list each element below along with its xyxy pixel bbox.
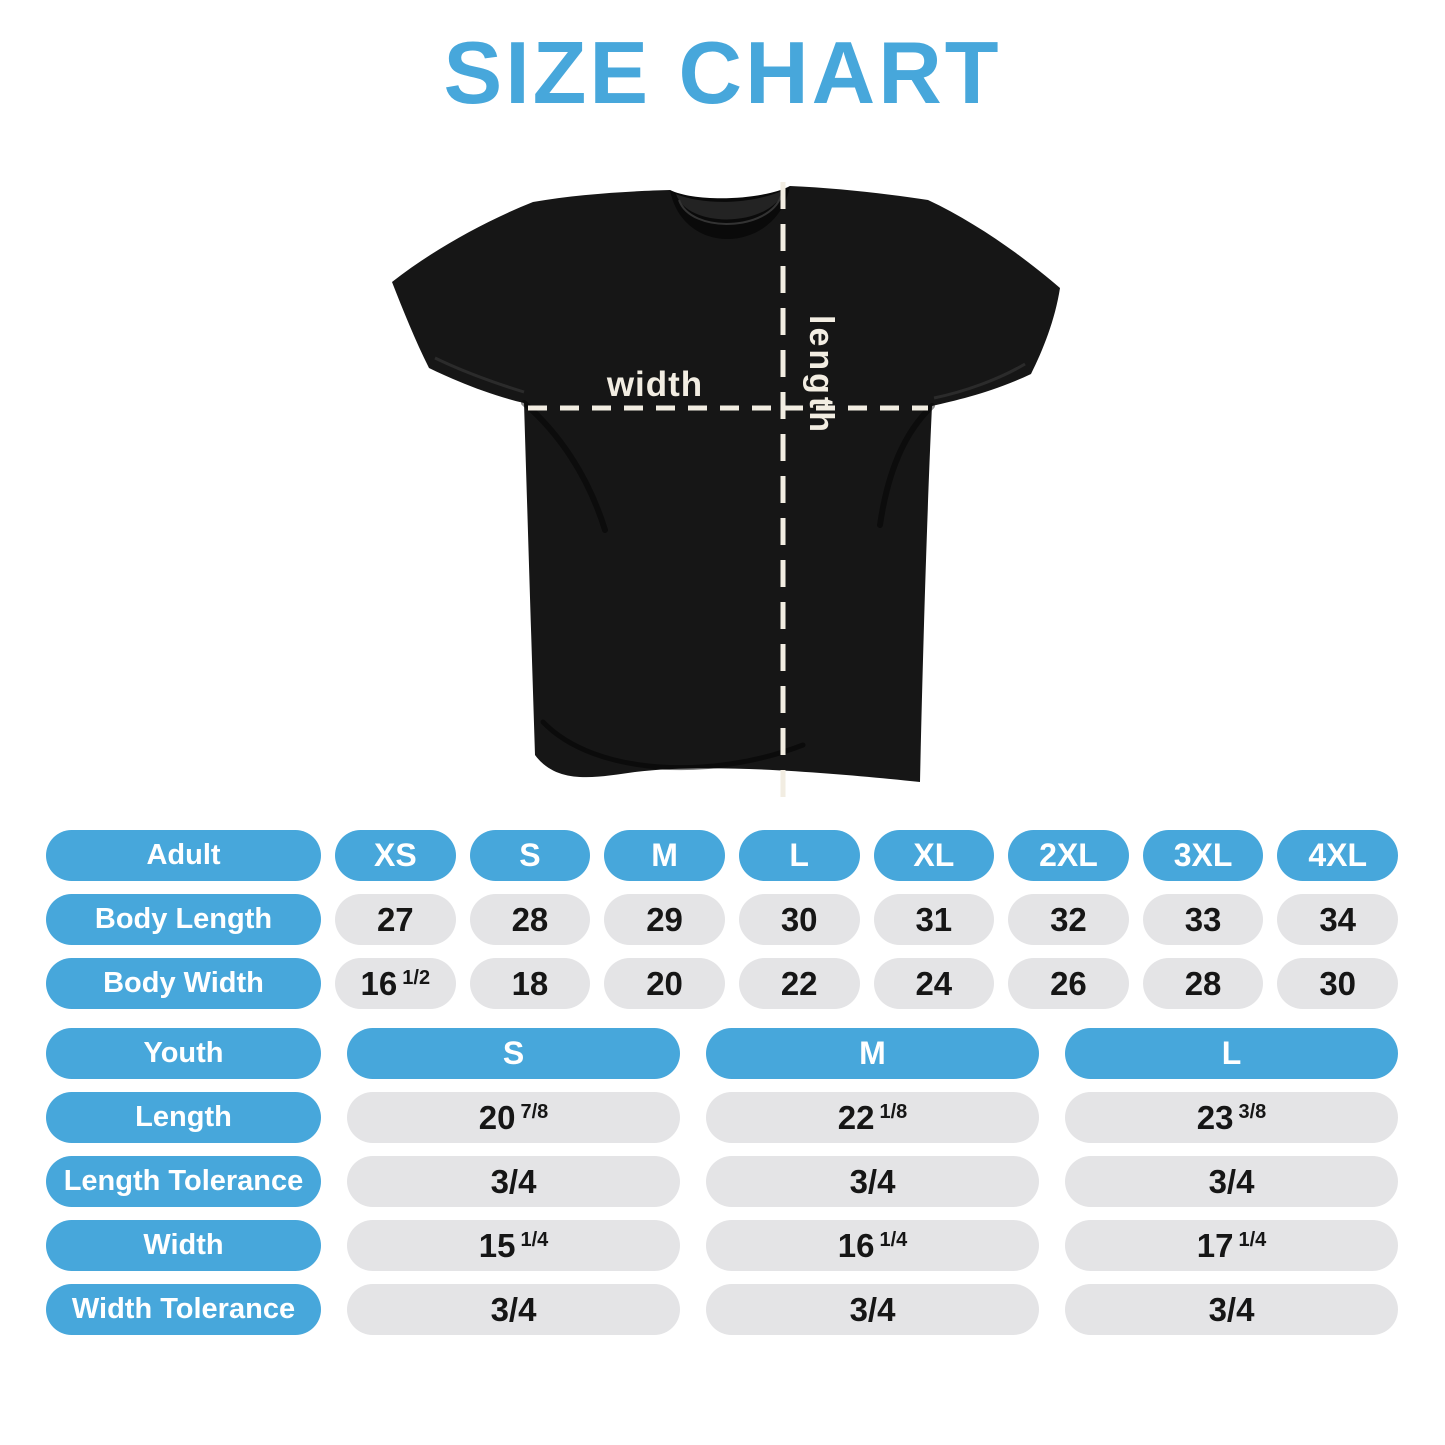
sleeve-crease-left bbox=[521, 400, 608, 533]
adult-size-header-2xl: 2XL bbox=[1008, 830, 1129, 881]
table-cell: 31 bbox=[873, 894, 995, 945]
cuff-seam-right bbox=[933, 362, 1026, 400]
table-cell: 15 1/4 bbox=[347, 1220, 680, 1271]
adult-size-header-3xl: 3XL bbox=[1142, 830, 1264, 881]
length-label: length bbox=[802, 315, 840, 435]
table-cell: 3/4 bbox=[347, 1156, 680, 1207]
table-cell: 3/4 bbox=[347, 1284, 680, 1335]
youth-length-tolerance-row: Length Tolerance 3/4 3/4 3/4 bbox=[46, 1156, 1398, 1207]
table-cell: 16 1/4 bbox=[706, 1220, 1039, 1271]
adult-size-header-m: M bbox=[604, 830, 725, 881]
table-cell: 3/4 bbox=[1065, 1284, 1398, 1335]
youth-size-header-l: L bbox=[1065, 1028, 1398, 1079]
tshirt-collar-band bbox=[676, 190, 784, 220]
table-cell: 28 bbox=[469, 894, 591, 945]
table-cell: 3/4 bbox=[706, 1156, 1039, 1207]
table-cell: 29 bbox=[604, 894, 725, 945]
row-label: Length Tolerance bbox=[46, 1156, 321, 1207]
row-label: Body Length bbox=[46, 894, 321, 945]
table-cell: 30 bbox=[738, 894, 860, 945]
youth-width-row: Width 15 1/4 16 1/4 17 1/4 bbox=[46, 1220, 1398, 1271]
adult-body-length-row: Body Length 27 28 29 30 31 32 33 34 bbox=[46, 894, 1398, 945]
adult-size-header-xl: XL bbox=[873, 830, 995, 881]
row-label: Width Tolerance bbox=[46, 1284, 321, 1335]
table-cell: 20 7/8 bbox=[347, 1092, 680, 1143]
table-cell: 27 bbox=[335, 894, 456, 945]
youth-length-row: Length 20 7/8 22 1/8 23 3/8 bbox=[46, 1092, 1398, 1143]
table-cell: 30 bbox=[1277, 958, 1398, 1009]
row-label: Body Width bbox=[46, 958, 321, 1009]
youth-size-table: Youth S M L Length 20 7/8 22 1/8 23 3/8 Len… bbox=[46, 1028, 1398, 1335]
table-cell: 16 1/2 bbox=[335, 958, 456, 1009]
adult-size-table: Adult XS S M L XL 2XL 3XL 4XL Body Lengt… bbox=[46, 830, 1398, 1009]
table-cell: 23 3/8 bbox=[1065, 1092, 1398, 1143]
tshirt-body bbox=[392, 186, 1060, 782]
table-cell: 24 bbox=[873, 958, 995, 1009]
table-cell: 32 bbox=[1008, 894, 1129, 945]
youth-size-header-m: M bbox=[706, 1028, 1039, 1079]
table-cell: 22 bbox=[738, 958, 860, 1009]
table-cell: 26 bbox=[1008, 958, 1129, 1009]
youth-table-title: Youth bbox=[46, 1028, 321, 1079]
table-cell: 22 1/8 bbox=[706, 1092, 1039, 1143]
youth-header-row: Youth S M L bbox=[46, 1028, 1398, 1079]
row-label: Length bbox=[46, 1092, 321, 1143]
table-cell: 18 bbox=[469, 958, 591, 1009]
adult-size-header-l: L bbox=[738, 830, 860, 881]
tshirt-diagram: width length bbox=[383, 170, 1083, 820]
adult-header-row: Adult XS S M L XL 2XL 3XL 4XL bbox=[46, 830, 1398, 881]
adult-size-header-xs: XS bbox=[335, 830, 456, 881]
width-label: width bbox=[606, 365, 703, 404]
youth-width-tolerance-row: Width Tolerance 3/4 3/4 3/4 bbox=[46, 1284, 1398, 1335]
table-cell: 28 bbox=[1142, 958, 1264, 1009]
table-cell: 20 bbox=[604, 958, 725, 1009]
table-cell: 34 bbox=[1277, 894, 1398, 945]
adult-body-width-row: Body Width 16 1/2 18 20 22 24 26 28 30 bbox=[46, 958, 1398, 1009]
adult-size-header-s: S bbox=[469, 830, 591, 881]
row-label: Width bbox=[46, 1220, 321, 1271]
size-tables: Adult XS S M L XL 2XL 3XL 4XL Body Lengt… bbox=[46, 830, 1398, 1348]
youth-size-header-s: S bbox=[347, 1028, 680, 1079]
collar-seam bbox=[678, 195, 782, 225]
table-cell: 3/4 bbox=[1065, 1156, 1398, 1207]
page-title: SIZE CHART bbox=[443, 23, 1002, 122]
table-cell: 17 1/4 bbox=[1065, 1220, 1398, 1271]
sleeve-crease-right bbox=[877, 403, 935, 528]
table-cell: 33 bbox=[1142, 894, 1264, 945]
cuff-seam-left bbox=[434, 356, 525, 394]
adult-table-title: Adult bbox=[46, 830, 321, 881]
hem-crease bbox=[540, 719, 806, 771]
table-cell: 3/4 bbox=[706, 1284, 1039, 1335]
adult-size-header-4xl: 4XL bbox=[1277, 830, 1398, 881]
tshirt-graphic: width length bbox=[392, 182, 1060, 806]
